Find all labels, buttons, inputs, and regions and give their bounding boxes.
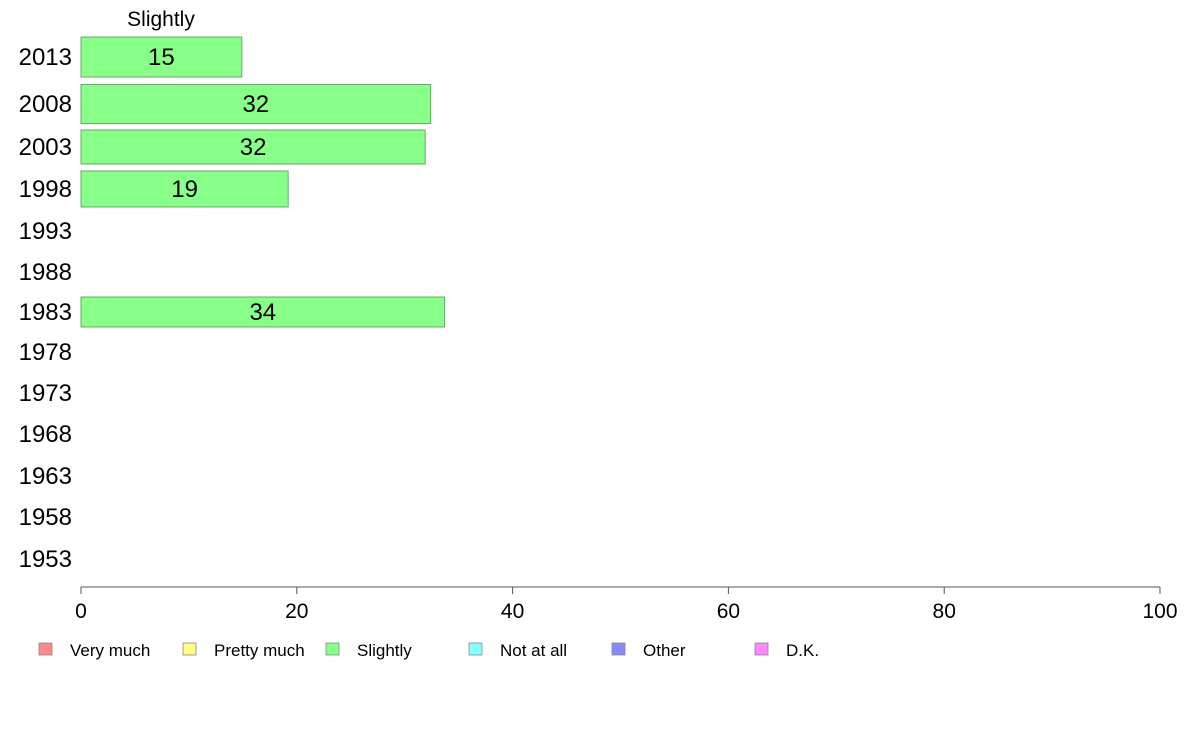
- year-label: 1988: [19, 259, 72, 286]
- legend-label: Pretty much: [214, 641, 305, 660]
- year-label: 1953: [19, 546, 72, 573]
- x-tick-label: 80: [933, 600, 956, 623]
- bar-value-label: 32: [242, 91, 269, 118]
- legend-swatch: [182, 642, 197, 656]
- year-label: 1993: [19, 218, 72, 245]
- bar: [80, 170, 289, 208]
- legend-swatch: [38, 642, 53, 656]
- x-axis: 0 20 40 60 80 100: [75, 586, 1178, 623]
- year-label: 1968: [19, 421, 72, 448]
- bars: [80, 36, 446, 328]
- year-label: 1973: [19, 380, 72, 407]
- bar: [80, 84, 432, 124]
- bar: [80, 296, 446, 328]
- x-tick-label: 100: [1142, 600, 1177, 623]
- bar-value-label: 15: [148, 44, 175, 71]
- legend-swatch: [754, 642, 769, 656]
- legend-label: D.K.: [786, 641, 819, 660]
- x-tick-label: 20: [285, 600, 308, 623]
- legend-label: Slightly: [357, 641, 412, 660]
- legend-swatch: [325, 642, 340, 656]
- year-label: 1963: [19, 463, 72, 490]
- year-label: 1978: [19, 339, 72, 366]
- legend-swatch: [468, 642, 483, 656]
- legend-label: Not at all: [500, 641, 567, 660]
- year-labels: 2013 2008 2003 1998 1993 1988 1983 1978 1973 1968…: [19, 44, 72, 573]
- x-tick-label: 60: [717, 600, 740, 623]
- bar-value-label: 19: [171, 176, 198, 203]
- bar-labels: 15 32 32 19 34: [148, 44, 276, 326]
- legend-swatch: [611, 642, 626, 656]
- x-tick-label: 0: [75, 600, 87, 623]
- year-label: 2003: [19, 134, 72, 161]
- bar: [80, 129, 426, 165]
- year-label: 1983: [19, 299, 72, 326]
- series-title: Slightly: [127, 8, 195, 31]
- year-label: 1958: [19, 504, 72, 531]
- legend-label: Very much: [70, 641, 150, 660]
- bar-value-label: 34: [249, 299, 276, 326]
- legend-label: Other: [643, 641, 686, 660]
- bar-value-label: 32: [240, 134, 267, 161]
- x-tick-label: 40: [501, 600, 524, 623]
- bar: [80, 36, 243, 78]
- legend: Very much Pretty much Slightly Not at all Ot…: [38, 641, 819, 660]
- year-label: 2008: [19, 91, 72, 118]
- year-label: 2013: [19, 44, 72, 71]
- year-label: 1998: [19, 176, 72, 203]
